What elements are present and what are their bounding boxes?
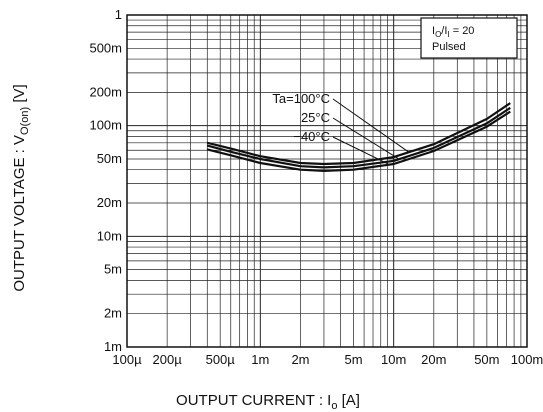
- x-tick-labels: 100µ 200µ 500µ 1m 2m 5m 10m 20m 50m 100m: [112, 352, 543, 367]
- y-tick-labels: 1 500m 200m 100m 50m 20m 10m 5m 2m 1m: [89, 7, 122, 354]
- x-tick-label: 20m: [421, 352, 446, 367]
- x-tick-label: 1m: [251, 352, 269, 367]
- series: [207, 102, 511, 172]
- condition-pulsed: Pulsed: [432, 41, 466, 53]
- plot-frame: [126, 14, 528, 348]
- y-tick-label: 500m: [89, 40, 122, 55]
- x-tick-label: 50m: [474, 352, 499, 367]
- y-tick-label: 100m: [89, 118, 122, 133]
- x-tick-label: 200µ: [153, 352, 183, 367]
- series-annotations: Ta=100°C 25°C −40°C: [272, 91, 410, 166]
- x-axis-title: OUTPUT CURRENT : Io [A]: [176, 392, 360, 412]
- x-tick-label: 100m: [511, 352, 543, 367]
- series-annotation-label: 25°C: [301, 110, 330, 125]
- y-tick-label: 200m: [89, 84, 122, 99]
- annotation-leader-line: [332, 117, 400, 160]
- series-line-ta-100c: [207, 102, 511, 166]
- x-tick-label: 2m: [291, 352, 309, 367]
- annotation-leader-line: [332, 136, 390, 166]
- y-tick-label: 50m: [97, 151, 122, 166]
- grid: [126, 15, 527, 348]
- condition-box: IO/II = 20 Pulsed: [420, 17, 518, 59]
- x-tick-label: 5m: [344, 352, 362, 367]
- annotation-leader-line: [332, 98, 410, 153]
- y-tick-label: 1: [115, 7, 122, 22]
- y-tick-label: 2m: [104, 306, 122, 321]
- series-line-minus40c: [207, 110, 511, 172]
- y-tick-label: 1m: [104, 339, 122, 354]
- x-tick-label: 100µ: [112, 352, 142, 367]
- series-annotation-label: Ta=100°C: [272, 91, 330, 106]
- y-tick-label: 20m: [97, 195, 122, 210]
- y-axis-title: OUTPUT VOLTAGE : VO(on) [V]: [11, 84, 31, 291]
- y-tick-label: 10m: [97, 228, 122, 243]
- condition-ratio: IO/II = 20: [432, 25, 474, 39]
- series-line-25c: [207, 106, 511, 169]
- x-tick-label: 10m: [381, 352, 406, 367]
- condition-box-frame: [420, 17, 518, 59]
- series-annotation-label: −40°C: [293, 129, 330, 144]
- y-tick-label: 5m: [104, 262, 122, 277]
- x-tick-label: 500µ: [206, 352, 236, 367]
